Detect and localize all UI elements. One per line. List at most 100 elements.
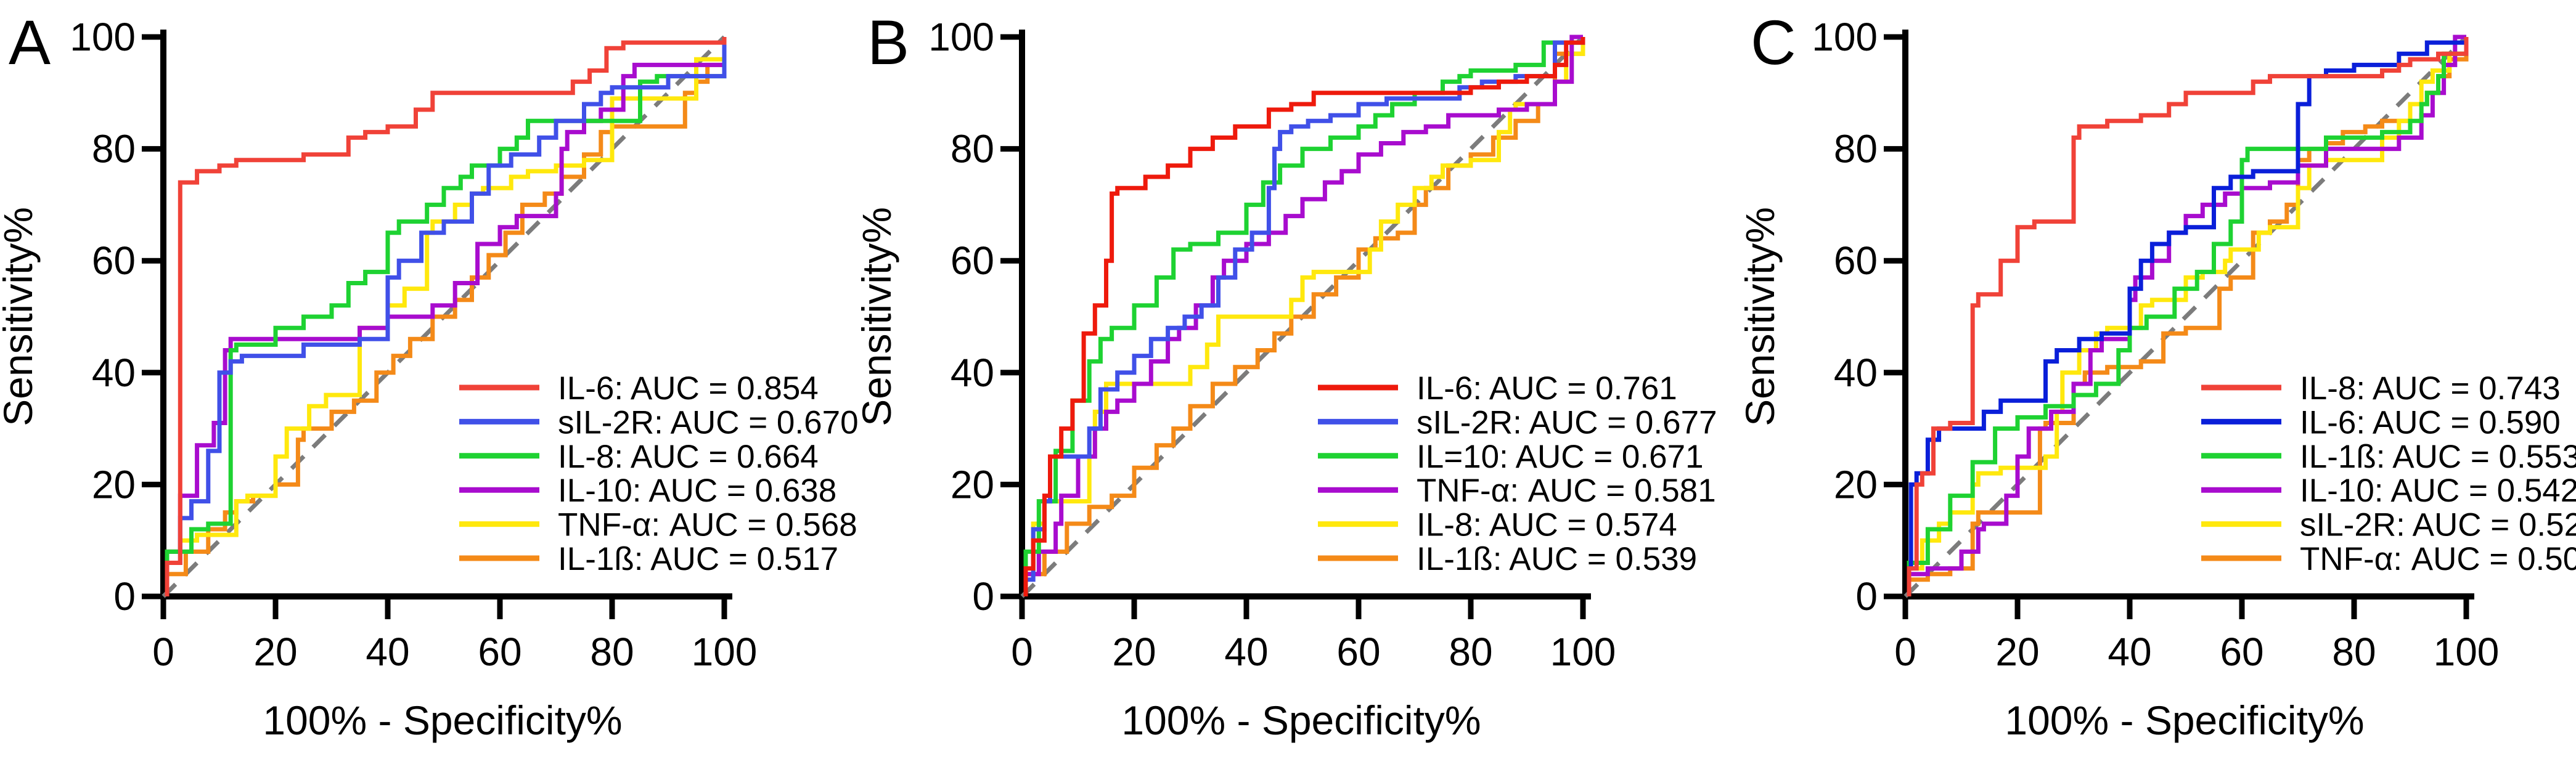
- roc-chart-svg: 0 20 40 60 80 100 0 20 40 60 80 100 100% - Specifici…: [0, 7, 859, 743]
- legend-item: TNF-α: AUC = 0.581: [1318, 473, 1716, 509]
- x-tick-label: 20: [1995, 630, 2039, 674]
- legend-label: IL-6: AUC = 0.854: [558, 370, 819, 407]
- y-tick-label: 80: [92, 127, 136, 171]
- roc-curve-il-10: [1907, 35, 2466, 596]
- y-tick-label: 60: [1834, 238, 1878, 283]
- legend-label: IL-1ß: AUC = 0.517: [558, 541, 838, 577]
- legend-item: sIL-2R: AUC = 0.522: [2201, 507, 2576, 543]
- legend-item: IL=10: AUC = 0.671: [1318, 439, 1704, 475]
- legend-label: IL=10: AUC = 0.671: [1417, 439, 1704, 475]
- legend-item: IL-1ß: AUC = 0.553: [2201, 439, 2576, 475]
- roc-chart-svg: 0 20 40 60 80 100 0 20 40 60 80 100 100% - Specifici…: [854, 7, 1717, 743]
- x-axis-title: 100% - Specificity%: [2005, 697, 2364, 743]
- legend-item: IL-8: AUC = 0.743: [2201, 370, 2561, 407]
- y-tick-label: 100: [1812, 15, 1878, 59]
- roc-curve-il-6: [165, 37, 727, 596]
- x-axis-title: 100% - Specificity%: [263, 697, 622, 743]
- x-tick-label: 80: [2332, 630, 2376, 674]
- legend-item: sIL-2R: AUC = 0.670: [459, 404, 859, 441]
- legend-label: IL-8: AUC = 0.664: [558, 439, 819, 475]
- legend-label: IL-1ß: AUC = 0.553: [2300, 439, 2576, 475]
- legend-label: IL-8: AUC = 0.574: [1417, 507, 1677, 543]
- x-tick-label: 60: [1336, 630, 1380, 674]
- roc-curve-il-10: [1023, 37, 1585, 596]
- y-tick-label: 20: [1834, 462, 1878, 506]
- y-tick-label: 40: [92, 351, 136, 395]
- legend-item: TNF-α: AUC = 0.568: [459, 507, 857, 543]
- roc-curve-il-10: [165, 37, 727, 596]
- legend-label: IL-1ß: AUC = 0.539: [1417, 541, 1697, 577]
- x-tick-label: 20: [1112, 630, 1156, 674]
- legend-label: sIL-2R: AUC = 0.670: [558, 404, 859, 441]
- y-tick-label: 20: [92, 462, 136, 506]
- x-tick-label: 80: [1449, 630, 1492, 674]
- y-axis-title: Sensitivity%: [1742, 207, 1783, 426]
- y-tick-label: 40: [1834, 351, 1878, 395]
- x-tick-label: 100: [692, 630, 758, 674]
- legend-label: IL-8: AUC = 0.743: [2300, 370, 2561, 407]
- roc-curve-il-1: [1023, 37, 1585, 596]
- x-tick-label: 40: [2108, 630, 2151, 674]
- y-tick-label: 100: [70, 15, 136, 59]
- x-tick-label: 40: [366, 630, 409, 674]
- panel-letter: A: [9, 7, 51, 78]
- x-tick-label: 0: [152, 630, 174, 674]
- roc-panel-b: 0 20 40 60 80 100 0 20 40 60 80 100 100% - Specifici…: [854, 0, 1717, 761]
- roc-curve-il-8: [165, 37, 727, 596]
- x-tick-label: 60: [2220, 630, 2263, 674]
- legend-item: IL-8: AUC = 0.574: [1318, 507, 1677, 543]
- y-tick-label: 0: [1855, 574, 1878, 619]
- y-tick-label: 60: [92, 238, 136, 283]
- roc-curve-il-1: [1907, 37, 2469, 596]
- roc-curve-sil-2r: [1023, 37, 1585, 596]
- roc-panel-c: 0 20 40 60 80 100 0 20 40 60 80 100 100% - Specifici…: [1737, 0, 2576, 761]
- legend-item: IL-8: AUC = 0.664: [459, 439, 819, 475]
- y-tick-label: 40: [951, 351, 994, 395]
- roc-curve-il-6: [1907, 37, 2469, 596]
- x-tick-label: 40: [1224, 630, 1268, 674]
- legend-label: IL-10: AUC = 0.542: [2300, 473, 2576, 509]
- x-tick-label: 0: [1011, 630, 1033, 674]
- roc-curve-il-6: [1023, 37, 1585, 596]
- panel-letter: B: [867, 7, 909, 78]
- panel-letter: C: [1751, 7, 1796, 78]
- y-tick-label: 0: [972, 574, 994, 619]
- x-tick-label: 20: [253, 630, 297, 674]
- y-tick-label: 0: [113, 574, 136, 619]
- x-tick-label: 0: [1894, 630, 1916, 674]
- legend-item: IL-6: AUC = 0.854: [459, 370, 819, 407]
- roc-chart-svg: 0 20 40 60 80 100 0 20 40 60 80 100 100% - Specifici…: [1737, 7, 2576, 743]
- roc-panel-a: 0 20 40 60 80 100 0 20 40 60 80 100 100% - Specifici…: [0, 0, 859, 761]
- y-tick-label: 80: [951, 127, 994, 171]
- legend-item: IL-6: AUC = 0.761: [1318, 370, 1677, 407]
- legend-item: sIL-2R: AUC = 0.677: [1318, 404, 1717, 441]
- y-axis-title: Sensitivity%: [0, 207, 41, 426]
- legend-label: TNF-α: AUC = 0.568: [558, 507, 857, 543]
- y-tick-label: 80: [1834, 127, 1878, 171]
- y-axis-title: Sensitivity%: [859, 207, 899, 426]
- legend-label: IL-10: AUC = 0.638: [558, 473, 836, 509]
- legend-label: TNF-α: AUC = 0.581: [1417, 473, 1716, 509]
- legend-label: sIL-2R: AUC = 0.677: [1417, 404, 1717, 441]
- legend-item: TNF-α: AUC = 0.504: [2201, 541, 2576, 577]
- x-axis-title: 100% - Specificity%: [1121, 697, 1481, 743]
- x-tick-label: 80: [590, 630, 634, 674]
- legend-item: IL-10: AUC = 0.542: [2201, 473, 2576, 509]
- reference-diagonal: [1903, 35, 2468, 598]
- y-tick-label: 100: [928, 15, 994, 59]
- legend-item: IL-1ß: AUC = 0.539: [1318, 541, 1697, 577]
- legend-item: IL-10: AUC = 0.638: [459, 473, 836, 509]
- y-tick-label: 20: [951, 462, 994, 506]
- roc-curve-il-8: [1907, 37, 2469, 596]
- legend-item: IL-6: AUC = 0.590: [2201, 404, 2561, 441]
- legend-label: sIL-2R: AUC = 0.522: [2300, 507, 2576, 543]
- roc-curve-tnf: [165, 37, 727, 596]
- legend-item: IL-1ß: AUC = 0.517: [459, 541, 838, 577]
- legend-label: TNF-α: AUC = 0.504: [2300, 541, 2576, 577]
- legend-label: IL-6: AUC = 0.761: [1417, 370, 1677, 407]
- roc-curve-tnf: [1023, 35, 1583, 596]
- x-tick-label: 60: [478, 630, 521, 674]
- roc-curve-sil-2r: [165, 37, 727, 596]
- x-tick-label: 100: [2434, 630, 2500, 674]
